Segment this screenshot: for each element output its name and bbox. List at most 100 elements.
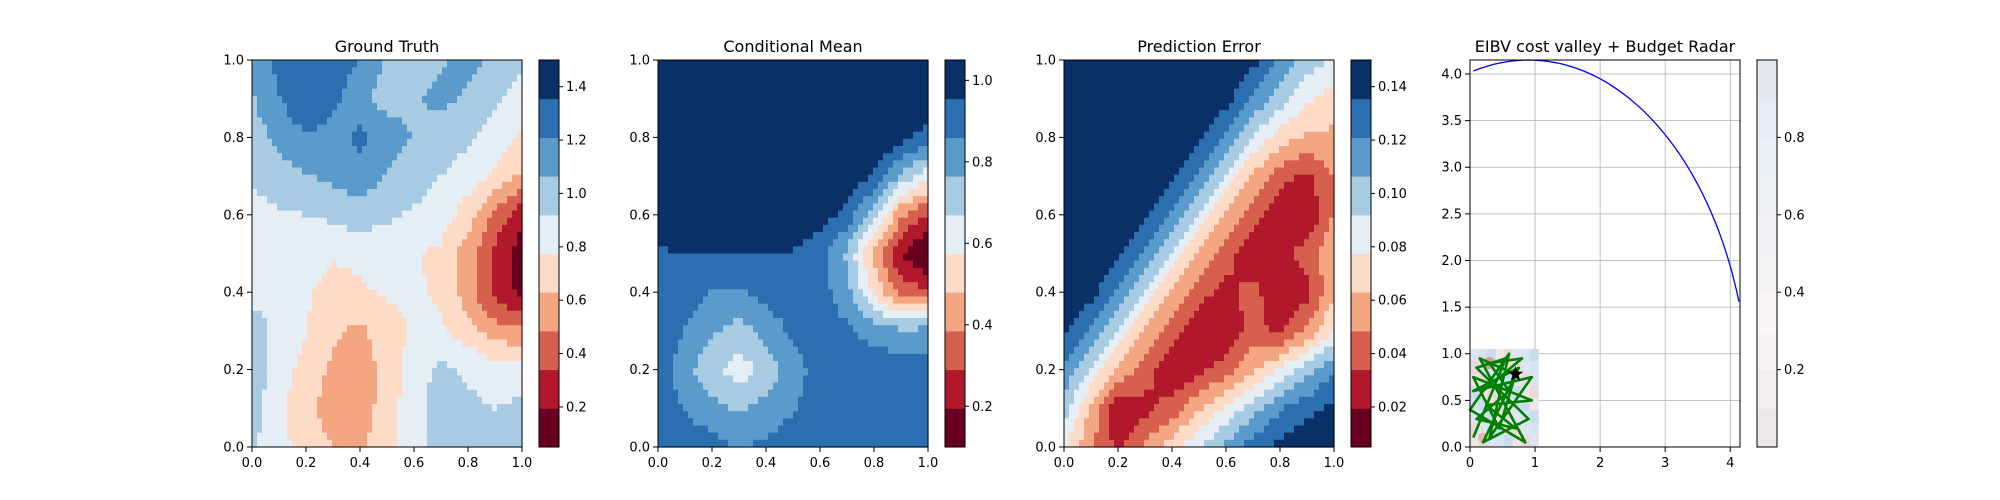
heatmap-cell — [683, 88, 689, 97]
heatmap-cell — [287, 382, 293, 391]
heatmap-cell — [918, 303, 924, 312]
heatmap-cell — [808, 124, 814, 133]
heatmap-cell — [517, 275, 523, 283]
heatmap-cell — [773, 239, 779, 247]
heatmap-cell — [347, 81, 353, 90]
heatmap-cell — [422, 318, 428, 326]
heatmap-cell — [683, 232, 689, 240]
heatmap-cell — [512, 332, 518, 341]
heatmap-cell — [337, 260, 343, 269]
heatmap-cell — [507, 138, 513, 147]
heatmap-cell — [708, 131, 714, 140]
heatmap-cell — [673, 267, 679, 276]
heatmap-cell — [903, 303, 909, 312]
heatmap-cell — [447, 95, 453, 104]
heatmap-cell — [898, 117, 904, 126]
heatmap-cell — [397, 110, 403, 118]
heatmap-cell — [668, 67, 674, 75]
heatmap-cell — [272, 411, 278, 419]
heatmap-cell — [422, 103, 428, 111]
heatmap-cell — [257, 318, 263, 326]
heatmap-cell — [257, 110, 263, 118]
heatmap-cell — [718, 138, 724, 147]
heatmap-cell — [693, 181, 699, 190]
heatmap-cell — [312, 339, 318, 348]
heatmap-cell — [497, 310, 503, 319]
heatmap-cell — [833, 110, 839, 118]
heatmap-cell — [773, 74, 779, 83]
heatmap-cell — [918, 210, 924, 219]
heatmap-cell — [302, 246, 308, 255]
heatmap-cell — [743, 131, 749, 140]
heatmap-cell — [477, 67, 483, 75]
heatmap-cell — [497, 289, 503, 298]
heatmap-cell — [362, 239, 368, 247]
heatmap-cell — [497, 411, 503, 419]
heatmap-cell — [748, 153, 754, 161]
heatmap-cell — [317, 74, 323, 83]
heatmap-cell — [763, 153, 769, 161]
heatmap-cell — [407, 303, 413, 312]
heatmap-cell — [723, 131, 729, 140]
heatmap-cell — [342, 411, 348, 419]
heatmap-cell — [382, 239, 388, 247]
heatmap-cell — [272, 103, 278, 111]
heatmap-cell — [402, 318, 408, 326]
heatmap-cell — [377, 418, 383, 427]
heatmap-cell — [452, 346, 458, 355]
heatmap-cell — [858, 81, 864, 90]
heatmap-cell — [367, 382, 373, 391]
heatmap-cell — [728, 74, 734, 83]
heatmap-cell — [342, 217, 348, 226]
heatmap-cell — [252, 396, 258, 405]
heatmap-cell — [487, 289, 493, 298]
heatmap-cell — [863, 318, 869, 326]
heatmap-cell — [382, 224, 388, 233]
heatmap-cell — [357, 210, 363, 219]
heatmap-cell — [492, 246, 498, 255]
heatmap-cell — [387, 167, 393, 176]
heatmap-cell — [277, 396, 283, 405]
heatmap-cell — [668, 117, 674, 126]
heatmap-cell — [382, 110, 388, 118]
heatmap-cell — [512, 232, 518, 240]
heatmap-cell — [878, 210, 884, 219]
heatmap-cell — [768, 224, 774, 233]
heatmap-cell — [392, 303, 398, 312]
heatmap-cell — [337, 289, 343, 298]
heatmap-cell — [267, 224, 273, 233]
heatmap-cell — [252, 117, 258, 126]
x-tick-label: 0.6 — [404, 456, 425, 471]
heatmap-cell — [442, 160, 448, 169]
heatmap-cell — [437, 368, 443, 376]
heatmap-cell — [482, 74, 488, 83]
heatmap-cell — [442, 138, 448, 147]
heatmap-cell — [758, 160, 764, 169]
heatmap-cell — [487, 432, 493, 441]
heatmap-cell — [753, 74, 759, 83]
heatmap-cell — [743, 95, 749, 104]
heatmap-cell — [342, 353, 348, 362]
heatmap-cell — [382, 160, 388, 169]
heatmap-cell — [658, 103, 664, 111]
heatmap-cell — [768, 210, 774, 219]
heatmap-cell — [663, 267, 669, 276]
heatmap-cell — [292, 224, 298, 233]
heatmap-cell — [352, 267, 358, 276]
heatmap-cell — [317, 103, 323, 111]
heatmap-cell — [723, 88, 729, 97]
heatmap-cell — [492, 375, 498, 384]
heatmap-cell — [412, 74, 418, 83]
heatmap-cell — [512, 303, 518, 312]
heatmap-cell — [277, 439, 283, 448]
heatmap-cell — [292, 318, 298, 326]
heatmap-cell — [808, 289, 814, 298]
heatmap-cell — [497, 67, 503, 75]
heatmap-cell — [417, 389, 423, 398]
heatmap-cell — [883, 81, 889, 90]
heatmap-cell — [412, 318, 418, 326]
heatmap-cell — [452, 310, 458, 319]
heatmap-cell — [507, 217, 513, 226]
heatmap-cell — [778, 253, 784, 262]
heatmap-cell — [397, 203, 403, 212]
